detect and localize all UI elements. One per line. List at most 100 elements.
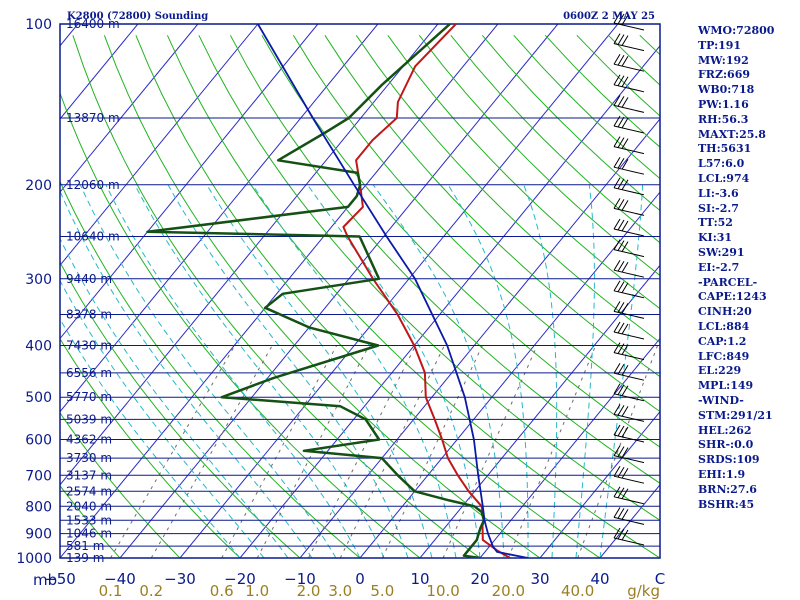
- wind-barb-flag: [621, 282, 629, 294]
- wind-barb-flag: [621, 406, 629, 417]
- wind-barb-flag: [617, 405, 625, 416]
- temperature-tick-label: 0: [355, 570, 365, 588]
- wind-barb-flag: [621, 303, 629, 314]
- wind-barb-staff: [613, 516, 645, 525]
- wind-barb-flag: [613, 404, 621, 415]
- isotherm-line: [179, 24, 619, 558]
- mixing-unit-label: g/kg: [627, 582, 660, 600]
- wind-barb-flag: [617, 487, 625, 499]
- wind-barb-staff: [613, 475, 645, 484]
- dry-adiabat-line: [135, 35, 601, 558]
- wind-barbs: [613, 12, 645, 546]
- mixing-ratio-line: [442, 345, 538, 558]
- mixing-ratio-tick-label: 0.6: [210, 582, 234, 600]
- wind-barb-flag: [621, 509, 629, 520]
- mixing-ratio-tick-label: 40.0: [561, 582, 594, 600]
- dry-adiabat-line: [261, 35, 660, 448]
- index-item: LCL:974: [698, 171, 750, 185]
- dry-adiabat-line: [60, 557, 61, 558]
- wind-barb-staff: [613, 104, 645, 113]
- index-item: CAPE:1243: [698, 290, 767, 304]
- wind-barb-flag: [621, 55, 629, 67]
- wind-barb-staff: [613, 166, 645, 175]
- wind-barb-flag: [621, 323, 629, 335]
- isotherm-line: [299, 118, 660, 558]
- index-item: WMO:72800: [698, 24, 775, 37]
- wind-barb-flag: [621, 179, 629, 191]
- isotherm-line: [539, 410, 660, 558]
- wind-barb-flag: [613, 259, 621, 271]
- index-item: TP:191: [698, 38, 742, 52]
- wind-barb-flag: [621, 426, 629, 438]
- wind-barb-flag: [613, 74, 621, 86]
- height-label: 6556 m: [66, 366, 112, 380]
- isotherm-line: [0, 24, 18, 558]
- dry-adiabat-line: [292, 35, 660, 413]
- moist-adiabat-line: [105, 184, 361, 558]
- mixing-ratio-tick-label: 2.0: [297, 582, 321, 600]
- height-label: 5770 m: [66, 390, 112, 404]
- wind-barb-flag: [621, 97, 629, 108]
- index-item: LI:-3.6: [698, 186, 739, 200]
- temperature-tick-labels: −50 −40 −30 −20 −10 0 10 20 30 40 C: [44, 570, 665, 588]
- wind-barb-flag: [613, 198, 621, 209]
- wind-barb-staff: [613, 63, 645, 72]
- index-item: BRN:27.6: [698, 482, 757, 496]
- wind-barb-flag: [613, 156, 621, 168]
- dry-adiabat-line: [198, 35, 660, 521]
- temperature-tick-label: 10: [410, 570, 429, 588]
- wind-barb-flag: [621, 467, 629, 479]
- wind-barb-flag: [613, 321, 621, 333]
- pressure-tick-label: 800: [25, 499, 52, 515]
- wind-barb-flag: [617, 302, 625, 313]
- station-title: K2800 (72800) Sounding: [67, 11, 208, 22]
- thermodynamic-grid: [0, 24, 660, 558]
- moist-adiabat-line: [575, 184, 595, 558]
- index-item: -PARCEL-: [698, 275, 758, 289]
- dry-adiabat-line: [387, 35, 660, 310]
- wind-barb-flag: [617, 34, 625, 45]
- wind-barb-flag: [617, 260, 625, 272]
- isotherm-line: [60, 24, 319, 340]
- wind-barb-flag: [617, 384, 625, 396]
- moist-adiabat-line: [134, 184, 385, 558]
- wind-barb-flag: [621, 261, 629, 273]
- isotherm-line: [479, 337, 660, 558]
- wind-barb-flag: [613, 527, 621, 539]
- mixing-ratio-tick-label: 10.0: [426, 582, 459, 600]
- index-item: SHR-:0.0: [698, 438, 754, 452]
- dewpoint-profile-line: [146, 24, 486, 558]
- index-item: STM:291/21: [698, 408, 773, 422]
- dry-adiabat-line: [60, 484, 121, 558]
- index-item: LCL:884: [698, 319, 750, 333]
- temperature-tick-label: C: [655, 570, 665, 588]
- pressure-tick-labels: 100 200 300 400 500 600 700 800 900 1000: [16, 17, 52, 567]
- moist-adiabat-line: [252, 184, 457, 558]
- dry-adiabat-line: [60, 261, 301, 558]
- wind-barb-flag: [613, 239, 621, 250]
- height-label: 2040 m: [66, 499, 112, 513]
- index-item: WB0:718: [698, 83, 755, 97]
- dry-adiabat-line: [355, 35, 660, 343]
- index-item: EI:-2.7: [698, 260, 740, 274]
- wind-barb-flag: [621, 158, 629, 170]
- wind-barb-flag: [617, 528, 625, 540]
- dry-adiabat-line: [60, 337, 241, 558]
- dry-adiabat-line: [72, 35, 481, 558]
- wind-barb-staff: [613, 352, 645, 361]
- index-item: SW:291: [698, 245, 745, 259]
- wind-barb-flag: [617, 178, 625, 190]
- wind-barb-flag: [621, 76, 629, 88]
- height-label: 9440 m: [66, 272, 112, 286]
- height-label: 10640 m: [66, 229, 120, 243]
- mixing-ratio-tick-label: 0.2: [139, 582, 163, 600]
- index-item: -WIND-: [698, 393, 744, 407]
- wind-barb-staff: [613, 43, 645, 52]
- height-label: 4362 m: [66, 433, 112, 447]
- index-item: LFC:849: [698, 349, 750, 363]
- temperature-tick-label: −50: [44, 570, 76, 588]
- dry-adiabat-line: [324, 35, 660, 378]
- wind-barb-staff: [613, 496, 645, 505]
- wind-barb-flag: [617, 116, 625, 128]
- index-item: MAXT:25.8: [698, 127, 766, 141]
